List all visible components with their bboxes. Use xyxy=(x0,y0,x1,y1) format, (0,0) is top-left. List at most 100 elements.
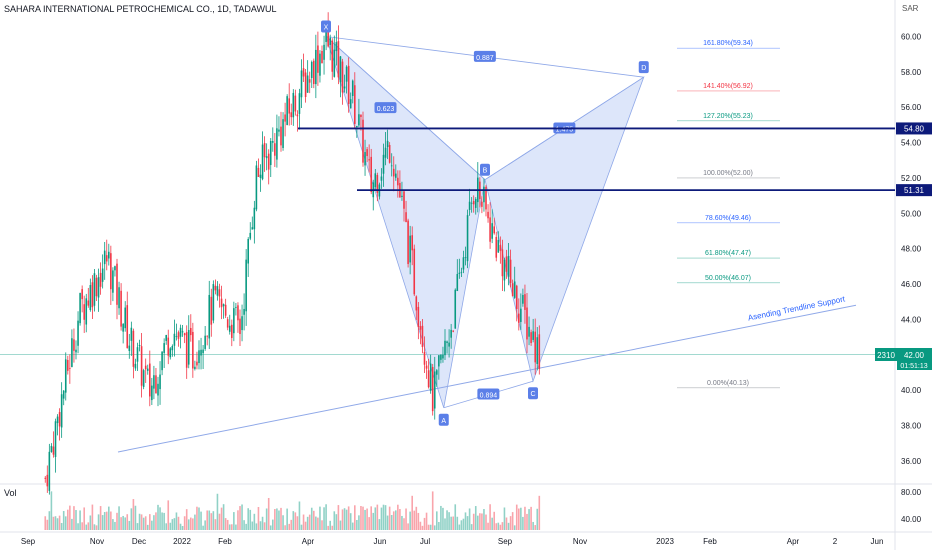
candle-body xyxy=(87,300,90,306)
candle-body xyxy=(259,174,262,178)
volume-bar xyxy=(190,517,192,530)
candle-body xyxy=(358,114,360,126)
volume-bar xyxy=(110,511,112,530)
volume-bar xyxy=(267,497,270,530)
fib-label: 61.80%(47.47) xyxy=(705,250,751,257)
candle-body xyxy=(235,306,237,308)
volume-bar xyxy=(345,509,348,530)
candle-body xyxy=(438,355,440,367)
volume-bar xyxy=(366,508,368,530)
volume-bar xyxy=(433,525,436,530)
candle-body xyxy=(179,327,182,337)
price-badge-symbol: 2310 xyxy=(877,351,895,360)
candle-body xyxy=(251,227,254,230)
candle-body xyxy=(315,49,317,85)
volume-bar xyxy=(423,517,426,530)
candle-body xyxy=(319,53,321,76)
candle-body xyxy=(272,141,274,143)
candle-body xyxy=(298,93,301,114)
volume-bar xyxy=(466,516,469,530)
candle-body xyxy=(286,96,288,126)
candle-body xyxy=(327,22,329,47)
candle-body xyxy=(128,345,131,351)
candle-body xyxy=(415,296,418,311)
volume-bar xyxy=(46,519,49,530)
volume-bar xyxy=(479,513,481,530)
candle-body xyxy=(278,129,280,132)
candle-body xyxy=(52,446,55,455)
candle-body xyxy=(112,270,114,293)
candle-body xyxy=(224,304,227,316)
volume-bar xyxy=(347,506,350,530)
candle-body xyxy=(58,412,61,427)
volume-bar xyxy=(159,507,161,530)
candle-body xyxy=(144,365,147,370)
candle-body xyxy=(360,114,362,118)
volume-bar xyxy=(196,506,198,530)
volume-bar xyxy=(187,519,190,530)
volume-bar xyxy=(308,514,311,530)
candle-body xyxy=(48,451,51,491)
volume-bar xyxy=(446,510,448,530)
candle-body xyxy=(190,327,192,336)
candle-body xyxy=(310,61,313,79)
volume-bar xyxy=(489,504,491,530)
volume-bar xyxy=(429,524,432,530)
candle-body xyxy=(50,445,53,452)
volume-bar xyxy=(237,510,239,530)
volume-bar xyxy=(421,525,424,530)
horizontal-levels[interactable]: 54.80 51.31 xyxy=(298,122,932,197)
candle-body xyxy=(146,368,149,371)
price-tick-label: 54.00 xyxy=(901,139,922,148)
candle-body xyxy=(485,186,487,210)
fib-label: 50.00%(46.07) xyxy=(705,275,751,282)
volume-bar xyxy=(247,508,249,530)
fib-label: 0.00%(40.13) xyxy=(707,380,749,387)
candle-body xyxy=(249,232,252,239)
time-axis[interactable]: Sep Nov Dec 2022 Feb Apr Jun Jul Sep Nov 2023 Feb Ap… xyxy=(21,537,884,546)
volume-bar xyxy=(507,522,510,530)
candle-body xyxy=(171,345,174,351)
candle-body xyxy=(440,354,442,360)
candle-body xyxy=(368,159,370,161)
candle-body xyxy=(247,239,249,264)
candle-body xyxy=(362,119,364,163)
candle-body xyxy=(218,289,221,297)
harmonic-pattern: 0.623 0.887 0.894 1.475 xyxy=(325,35,645,409)
candle-body xyxy=(265,156,268,159)
volume-bar xyxy=(358,515,360,530)
volume-bar xyxy=(71,518,73,530)
pattern-point-bg xyxy=(638,61,649,74)
volume-bar xyxy=(298,501,301,530)
candle-body xyxy=(239,318,241,335)
volume-bar xyxy=(343,508,346,530)
volume-bar xyxy=(511,512,514,530)
candle-body xyxy=(384,147,387,158)
candle-body xyxy=(528,326,530,337)
volume-bar xyxy=(146,524,149,530)
volume-bar xyxy=(54,516,57,530)
volume-bar xyxy=(388,506,391,530)
volume-bar xyxy=(501,522,504,530)
price-axis[interactable]: 60.00 58.00 56.00 54.00 52.00 50.00 48.00 46.00… xyxy=(901,33,922,524)
volume-bar xyxy=(116,512,118,530)
candle-body xyxy=(530,332,532,344)
pattern-point-bg xyxy=(438,413,449,426)
volume-bar xyxy=(313,510,315,530)
candle-body xyxy=(231,324,233,339)
volume-bar xyxy=(97,514,100,530)
candle-body xyxy=(198,350,200,364)
volume-bar xyxy=(470,524,473,530)
pattern-point-label: X xyxy=(324,25,329,32)
candle-body xyxy=(194,366,196,370)
candle-body xyxy=(233,308,235,334)
volume-bar xyxy=(495,523,498,530)
volume-bar xyxy=(499,524,502,530)
volume-bar xyxy=(226,519,229,530)
volume-bar xyxy=(331,525,334,530)
price-badge: 2310 42.00 01:51:13 xyxy=(875,348,932,370)
candle-body xyxy=(89,285,92,311)
volume-bar xyxy=(382,504,385,530)
candle-body xyxy=(101,268,104,282)
